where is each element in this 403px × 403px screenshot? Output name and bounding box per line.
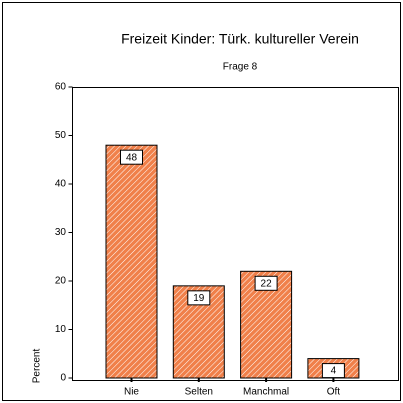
- x-tick-label: Selten: [185, 387, 213, 398]
- value-label: 4: [331, 366, 337, 377]
- y-tick-label: 0: [60, 373, 66, 384]
- y-tick-label: 10: [55, 324, 67, 335]
- x-tick-label: Nie: [124, 387, 139, 398]
- value-label: 22: [261, 278, 273, 289]
- value-label-box: [321, 363, 345, 379]
- y-tick-label: 20: [55, 276, 67, 287]
- y-axis-label: Percent: [32, 349, 43, 384]
- y-tick-label: 40: [55, 179, 67, 190]
- chart-subtitle: Frage 8: [223, 62, 258, 73]
- chart-title: Freizeit Kinder: Türk. kultureller Verei…: [121, 31, 359, 47]
- value-label: 48: [126, 152, 138, 163]
- x-tick-label: Oft: [327, 387, 341, 398]
- value-label-box: [254, 275, 278, 291]
- y-tick-label: 50: [55, 130, 67, 141]
- value-label: 19: [193, 293, 205, 304]
- value-label-box: [187, 290, 211, 306]
- x-tick-label: Manchmal: [243, 387, 289, 398]
- y-tick-label: 30: [55, 227, 67, 238]
- y-tick-label: 60: [55, 82, 67, 93]
- bar: [105, 144, 158, 379]
- plot-frame: [72, 87, 399, 381]
- value-label-box: [120, 149, 143, 165]
